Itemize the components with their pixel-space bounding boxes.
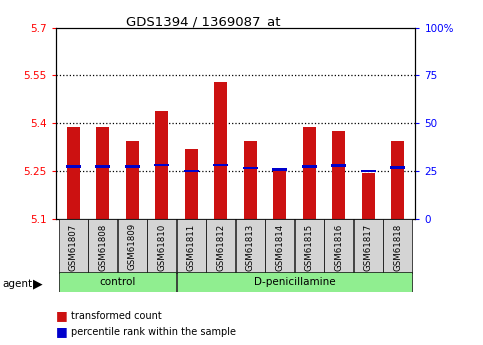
Bar — [272, 168, 287, 171]
Bar — [242, 167, 258, 169]
Text: GSM61811: GSM61811 — [187, 223, 196, 270]
Text: percentile rank within the sample: percentile rank within the sample — [71, 327, 237, 337]
Bar — [273, 170, 286, 219]
Bar — [360, 170, 376, 172]
FancyBboxPatch shape — [177, 219, 206, 273]
FancyBboxPatch shape — [206, 219, 235, 273]
Bar — [126, 141, 139, 219]
Text: GSM61807: GSM61807 — [69, 223, 78, 270]
Bar — [185, 149, 198, 219]
Text: ■: ■ — [56, 325, 67, 338]
FancyBboxPatch shape — [265, 219, 294, 273]
Text: GSM61810: GSM61810 — [157, 223, 166, 270]
Text: GSM61814: GSM61814 — [275, 223, 284, 270]
Text: transformed count: transformed count — [71, 311, 162, 321]
Bar — [125, 165, 140, 168]
Text: GSM61815: GSM61815 — [305, 223, 313, 270]
Bar — [95, 165, 111, 168]
Bar — [301, 165, 317, 168]
Text: GSM61812: GSM61812 — [216, 223, 225, 270]
Bar — [302, 127, 316, 219]
FancyBboxPatch shape — [383, 219, 412, 273]
Bar — [243, 141, 257, 219]
Text: ■: ■ — [56, 309, 67, 322]
FancyBboxPatch shape — [58, 272, 176, 292]
FancyBboxPatch shape — [236, 219, 265, 273]
Bar — [362, 173, 375, 219]
Text: GSM61813: GSM61813 — [246, 223, 255, 270]
Text: GDS1394 / 1369087_at: GDS1394 / 1369087_at — [126, 16, 280, 29]
FancyBboxPatch shape — [88, 219, 117, 273]
Bar — [390, 166, 405, 169]
Bar — [213, 164, 228, 166]
FancyBboxPatch shape — [177, 272, 412, 292]
Bar — [331, 164, 346, 167]
Bar — [67, 127, 80, 219]
Text: ▶: ▶ — [33, 277, 43, 290]
FancyBboxPatch shape — [58, 219, 88, 273]
FancyBboxPatch shape — [147, 219, 176, 273]
Text: GSM61816: GSM61816 — [334, 223, 343, 270]
Text: agent: agent — [2, 279, 32, 288]
Text: GSM61809: GSM61809 — [128, 223, 137, 270]
Text: GSM61818: GSM61818 — [393, 223, 402, 270]
Text: control: control — [99, 277, 136, 286]
Bar — [184, 170, 199, 172]
FancyBboxPatch shape — [354, 219, 383, 273]
Bar — [96, 127, 109, 219]
Bar — [214, 82, 227, 219]
Bar — [154, 164, 170, 166]
Text: D-penicillamine: D-penicillamine — [254, 277, 335, 286]
Text: GSM61808: GSM61808 — [98, 223, 107, 270]
FancyBboxPatch shape — [118, 219, 147, 273]
Bar — [66, 165, 81, 168]
Bar — [391, 141, 404, 219]
Text: GSM61817: GSM61817 — [364, 223, 373, 270]
FancyBboxPatch shape — [295, 219, 324, 273]
Bar — [155, 110, 169, 219]
Bar — [332, 131, 345, 219]
FancyBboxPatch shape — [324, 219, 353, 273]
